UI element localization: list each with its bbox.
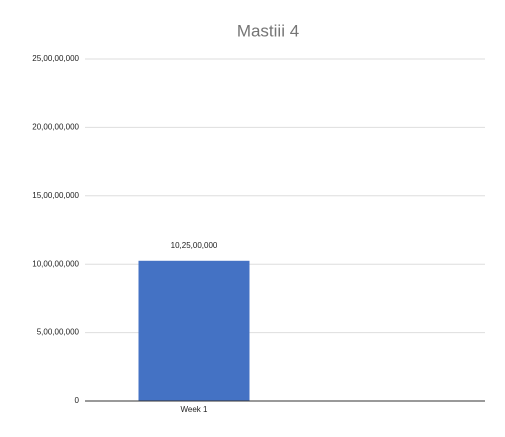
y-tick-label: 25,00,00,000 <box>32 54 79 63</box>
chart-title: Mastiii 4 <box>237 21 299 40</box>
y-tick-label: 0 <box>75 396 80 405</box>
y-tick-label: 10,00,00,000 <box>32 259 79 268</box>
x-tick-label: Week 1 <box>181 405 209 414</box>
y-tick-label: 15,00,00,000 <box>32 191 79 200</box>
y-tick-label: 5,00,00,000 <box>37 328 80 337</box>
bar <box>138 260 250 401</box>
y-tick-label: 20,00,00,000 <box>32 123 79 132</box>
data-label: 10,25,00,000 <box>171 241 218 250</box>
